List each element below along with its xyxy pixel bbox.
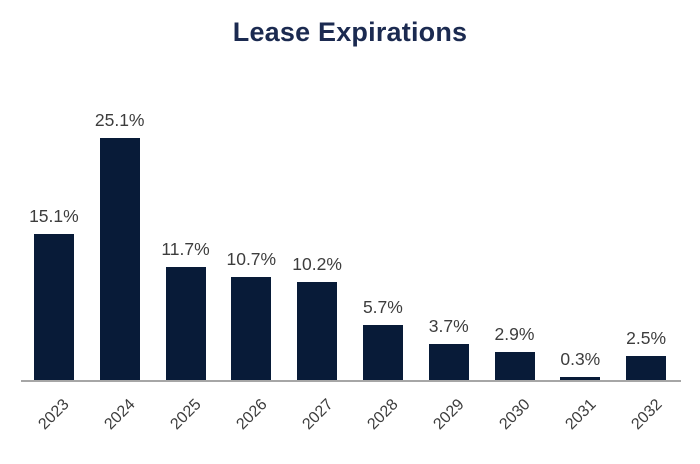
bar-2025 [165, 267, 206, 380]
value-label-2024: 25.1% [94, 110, 145, 130]
x-tick-2029: 2029 [430, 396, 468, 434]
chart-title: Lease Expirations [232, 17, 468, 47]
bar-2030 [494, 352, 535, 380]
value-label-2028: 5.7% [362, 297, 403, 317]
x-tick-2027: 2027 [298, 396, 337, 434]
x-tick-2028: 2028 [364, 396, 402, 434]
value-label-2027: 10.2% [292, 254, 342, 274]
x-axis-line [21, 380, 681, 382]
value-label-2030: 2.9% [494, 324, 535, 344]
x-tick-2031: 2031 [562, 396, 600, 434]
value-label-2023: 15.1% [29, 206, 79, 226]
bar-2031 [560, 377, 601, 380]
value-label-2025: 11.7% [161, 239, 210, 259]
value-label-2029: 3.7% [428, 316, 469, 336]
bar-2032 [626, 356, 667, 380]
x-tick-2030: 2030 [496, 396, 534, 434]
bar-2029 [428, 344, 469, 380]
x-tick-2024: 2024 [101, 396, 139, 434]
x-tick-2025: 2025 [167, 396, 205, 434]
x-tick-2032: 2032 [627, 396, 666, 434]
value-label-2026: 10.7% [226, 249, 277, 269]
value-label-2032: 2.5% [626, 328, 667, 348]
x-tick-2026: 2026 [233, 396, 271, 434]
x-tick-2023: 2023 [35, 396, 73, 434]
bar-2026 [231, 277, 272, 380]
value-label-2031: 0.3% [560, 349, 601, 369]
bar-2023 [33, 234, 74, 380]
bar-2024 [99, 138, 140, 380]
bar-2028 [362, 325, 403, 380]
bar-2027 [297, 282, 338, 380]
